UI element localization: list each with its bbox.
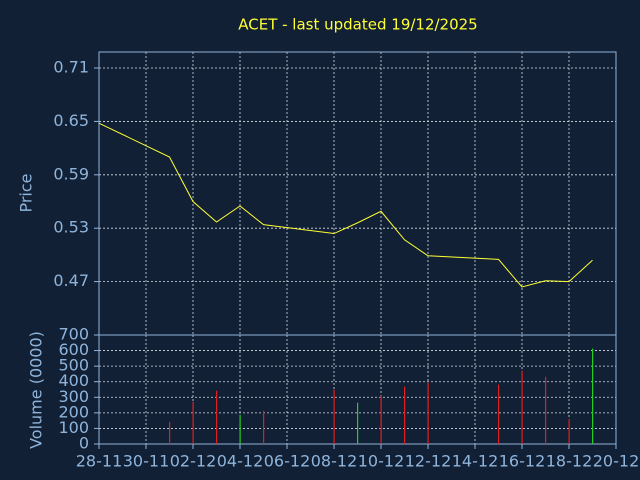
- volume-bar: [333, 389, 335, 444]
- y-tick-label: 300: [58, 387, 89, 406]
- volume-bar: [380, 395, 382, 444]
- volume-bar: [357, 402, 359, 444]
- x-tick-label: 28-11: [76, 452, 123, 471]
- volume-bar: [568, 418, 570, 444]
- x-tick-label: 14-12: [452, 452, 499, 471]
- x-tick-label: 20-12: [593, 452, 640, 471]
- x-tick-label: 30-11: [123, 452, 170, 471]
- volume-bar: [521, 370, 523, 444]
- chart-title: ACET - last updated 19/12/2025: [238, 16, 477, 34]
- volume-bar: [427, 382, 429, 444]
- y-axis-label: Price: [17, 173, 36, 212]
- y-tick-label: 0.47: [53, 271, 89, 290]
- volume-bar: [192, 401, 194, 444]
- y-tick-label: 700: [58, 325, 89, 344]
- y-tick-label: 0.65: [53, 111, 89, 130]
- volume-bar: [498, 384, 500, 444]
- volume-bar: [545, 376, 547, 444]
- y-axis-label: Volume (0000): [27, 331, 46, 449]
- plot-frame: [98, 51, 617, 336]
- y-tick-label: 0.59: [53, 164, 89, 183]
- x-tick-label: 16-12: [499, 452, 546, 471]
- volume-bar: [263, 410, 265, 444]
- y-tick-label: 500: [58, 356, 89, 375]
- x-tick-label: 02-12: [170, 452, 217, 471]
- y-tick-label: 100: [58, 418, 89, 437]
- x-tick-label: 12-12: [405, 452, 452, 471]
- x-tick-label: 04-12: [217, 452, 264, 471]
- y-tick-label: 0: [79, 434, 89, 453]
- y-tick-label: 400: [58, 371, 89, 390]
- volume-bar: [404, 386, 406, 444]
- volume-bar: [169, 421, 171, 444]
- y-tick-label: 600: [58, 340, 89, 359]
- volume-bar: [216, 390, 218, 444]
- volume-bar: [239, 414, 241, 444]
- x-tick-label: 06-12: [264, 452, 311, 471]
- x-tick-label: 18-12: [546, 452, 593, 471]
- y-tick-label: 0.71: [53, 58, 89, 77]
- y-tick-label: 200: [58, 402, 89, 421]
- price-line: [98, 122, 593, 288]
- y-tick-label: 0.53: [53, 218, 89, 237]
- x-tick-label: 10-12: [358, 452, 405, 471]
- volume-bar: [592, 348, 594, 444]
- x-tick-label: 08-12: [311, 452, 358, 471]
